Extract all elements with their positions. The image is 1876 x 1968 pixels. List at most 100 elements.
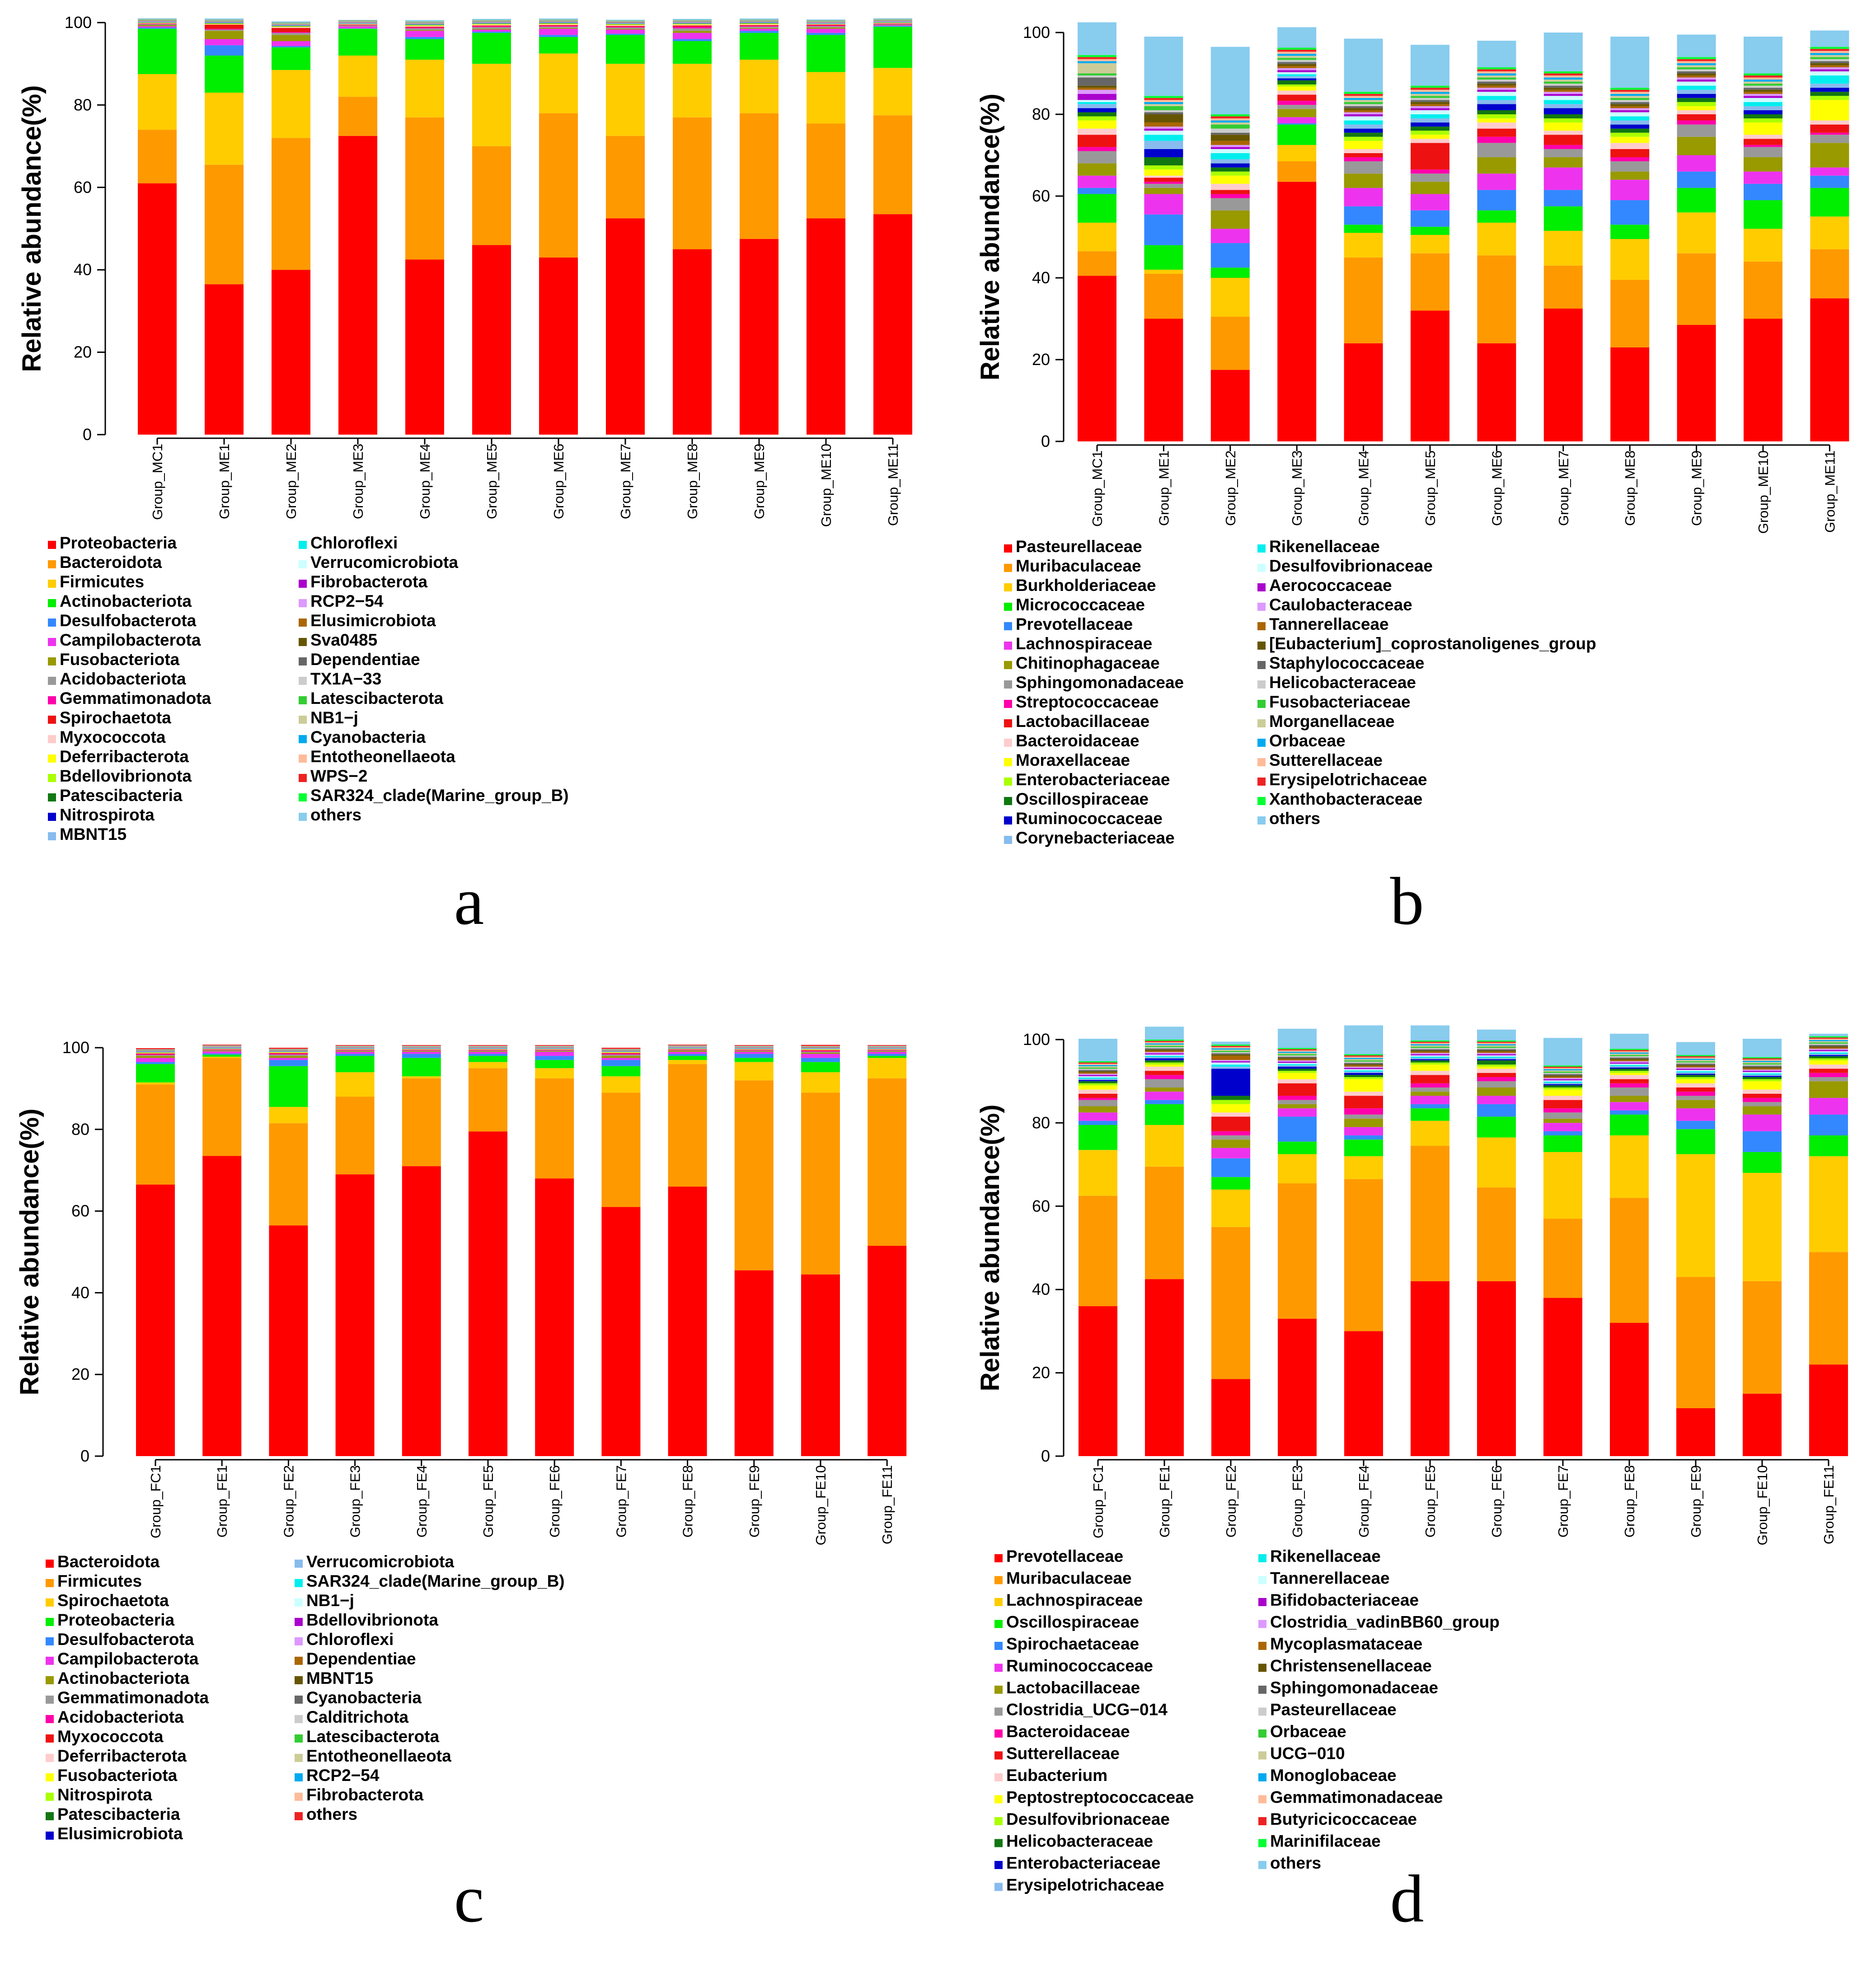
bar-segment xyxy=(1344,1077,1383,1079)
bar-segment xyxy=(469,1062,507,1068)
bar-segment xyxy=(138,18,177,19)
bar-segment xyxy=(1277,86,1317,91)
bar-segment xyxy=(1145,1050,1184,1051)
bar-segment xyxy=(1743,1077,1782,1079)
legend-entry: Patescibacteria xyxy=(48,786,183,805)
bar-segment xyxy=(1677,253,1716,325)
bar-segment xyxy=(1211,1053,1250,1055)
bar-segment xyxy=(1277,72,1317,75)
bar-segment xyxy=(202,1053,242,1055)
bar-segment xyxy=(1210,116,1250,119)
legend-label: Muribaculaceae xyxy=(1006,1569,1132,1588)
bar-segment xyxy=(1145,1125,1184,1167)
bar-segment xyxy=(138,23,177,24)
bar-segment xyxy=(1610,157,1650,162)
legend-entry: Desulfovibrionaceae xyxy=(1257,557,1433,575)
bar-segment xyxy=(1211,1041,1250,1045)
bar-segment xyxy=(1211,1177,1250,1190)
bar-segment xyxy=(1344,128,1383,133)
bar-segment xyxy=(1145,1092,1184,1100)
bar-segment xyxy=(601,1058,641,1060)
legend-swatch xyxy=(299,735,307,743)
bar-segment xyxy=(1078,75,1116,78)
legend-swatch xyxy=(994,1554,1003,1562)
bar-segment xyxy=(402,1051,441,1052)
bar-segment xyxy=(1344,1070,1383,1072)
bar-segment xyxy=(272,33,310,35)
legend-swatch xyxy=(1258,1795,1266,1804)
legend-entry: Burkholderiaceae xyxy=(1004,576,1156,595)
x-tick-label: Group_FE7 xyxy=(613,1465,629,1537)
bar-segment xyxy=(1677,75,1716,78)
bar-segment xyxy=(269,1060,308,1066)
bar-segment xyxy=(1477,210,1516,223)
legend-label: Marinifilaceae xyxy=(1270,1832,1381,1851)
bar-segment xyxy=(1411,104,1449,106)
legend-label: Proteobacteria xyxy=(57,1611,175,1629)
bar-segment xyxy=(1477,1073,1516,1077)
legend-swatch xyxy=(48,774,56,782)
bar-segment xyxy=(1744,37,1782,74)
bar-segment xyxy=(873,23,912,24)
bar-segment xyxy=(1677,98,1716,102)
bar-segment xyxy=(1411,1071,1449,1075)
bar-segment xyxy=(1278,1048,1317,1050)
stacked-bar xyxy=(472,19,511,435)
bar-segment xyxy=(1809,1037,1848,1039)
bar-segment xyxy=(1743,1098,1782,1102)
bar-segment xyxy=(1610,1322,1649,1456)
bar-segment xyxy=(740,23,779,24)
bar-segment xyxy=(1144,187,1183,194)
legend-entry: Sutterellaceae xyxy=(994,1744,1120,1763)
bar-segment xyxy=(1543,1082,1582,1084)
legend-label: Lachnospiraceae xyxy=(1006,1591,1143,1609)
bar-segment xyxy=(1610,1034,1649,1049)
bar-segment xyxy=(1078,88,1116,90)
bar-segment xyxy=(1543,33,1583,71)
legend-entry: Xanthobacteraceae xyxy=(1257,790,1422,808)
bar-segment xyxy=(1677,67,1716,70)
bar-segment xyxy=(1411,94,1449,96)
bar-segment xyxy=(1144,96,1183,98)
bar-segment xyxy=(202,1050,242,1052)
y-tick-label: 80 xyxy=(1032,105,1050,123)
bar-segment xyxy=(1211,1050,1250,1052)
bar-segment xyxy=(402,1045,441,1046)
legend-label: Cyanobacteria xyxy=(310,728,426,746)
bar-segment xyxy=(1078,63,1116,74)
bar-segment xyxy=(1210,128,1250,133)
bar-segment xyxy=(1477,1041,1516,1043)
bar-segment xyxy=(1144,104,1183,106)
stacked-bar xyxy=(601,1048,641,1456)
bar-segment xyxy=(136,1056,175,1058)
legend-entry: Streptococcaceae xyxy=(1004,693,1159,711)
bar-segment xyxy=(740,18,779,20)
legend-label: Tannerellaceae xyxy=(1270,1569,1390,1588)
bar-segment xyxy=(1610,136,1650,143)
bar-segment xyxy=(1810,57,1849,59)
y-tick-label: 0 xyxy=(1041,1447,1050,1465)
bar-segment xyxy=(1543,1069,1582,1071)
bar-segment xyxy=(1543,1152,1582,1219)
bar-segment xyxy=(1543,206,1583,231)
legend-swatch xyxy=(1258,1554,1266,1562)
legend-label: Helicobacteraceae xyxy=(1269,673,1416,692)
bar-segment xyxy=(1079,1106,1117,1113)
bar-segment xyxy=(1145,1104,1184,1125)
bar-segment xyxy=(1543,85,1583,88)
legend-entry: Patescibacteria xyxy=(46,1805,180,1823)
legend-label: Micrococcaceae xyxy=(1016,595,1145,614)
bar-segment xyxy=(1278,1029,1317,1048)
bar-segment xyxy=(873,25,912,26)
bar-segment xyxy=(1078,194,1116,223)
bar-segment xyxy=(138,26,177,28)
bar-segment xyxy=(1411,1056,1449,1058)
bar-segment xyxy=(405,117,444,260)
bar-segment xyxy=(1676,1072,1715,1074)
legend-swatch xyxy=(295,1812,303,1820)
bar-segment xyxy=(1477,1050,1516,1052)
bar-segment xyxy=(138,27,177,29)
legend-swatch xyxy=(1257,758,1266,766)
bar-segment xyxy=(807,218,845,435)
bar-segment xyxy=(606,29,645,34)
